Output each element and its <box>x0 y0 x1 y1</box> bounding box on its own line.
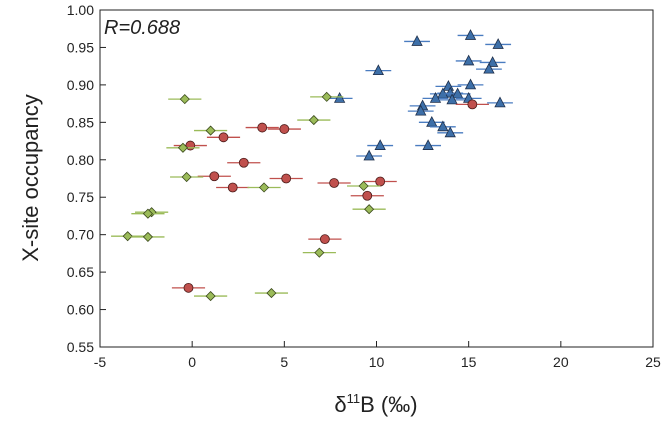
data-point-diamond <box>266 288 277 299</box>
x-axis-title-main: δ <box>334 392 346 417</box>
data-point-circle <box>185 140 196 151</box>
data-point-circle <box>467 99 478 110</box>
data-point-circle <box>319 234 330 245</box>
data-point-triangle <box>422 139 434 150</box>
data-point-triangle <box>437 120 449 132</box>
data-point-circle <box>279 124 290 134</box>
data-point-triangle <box>429 92 442 103</box>
data-point-circle <box>218 132 229 143</box>
x-tick-label: 20 <box>553 354 569 370</box>
x-tick-label: 25 <box>645 354 661 370</box>
data-point-diamond <box>181 171 192 183</box>
x-tick-label: 10 <box>369 354 385 370</box>
x-tick-label: -5 <box>94 354 107 370</box>
data-point-circle <box>329 178 340 188</box>
series-diamond <box>111 91 386 302</box>
data-point-circle <box>227 182 238 193</box>
data-point-diamond <box>179 94 190 105</box>
data-point-diamond <box>177 142 189 153</box>
data-marks <box>111 29 513 302</box>
data-point-triangle <box>492 38 504 49</box>
data-point-triangle <box>486 56 499 67</box>
data-point-circle <box>257 122 268 133</box>
data-point-triangle <box>411 35 423 46</box>
data-point-diamond <box>358 180 369 192</box>
data-point-circle <box>209 171 220 182</box>
y-tick-label: 0.85 <box>67 114 94 130</box>
y-tick-label: 1.00 <box>67 2 94 18</box>
data-point-diamond <box>122 231 133 242</box>
data-point-diamond <box>142 208 153 219</box>
data-point-circle <box>281 173 292 184</box>
data-point-triangle <box>372 64 385 76</box>
y-axis-title: X-site occupancy <box>18 94 43 262</box>
y-tick-label: 0.90 <box>67 77 94 93</box>
data-point-triangle <box>374 139 386 150</box>
x-axis-title-rest: B (‰) <box>360 392 417 417</box>
y-tick-label: 0.60 <box>67 302 94 318</box>
data-point-diamond <box>142 231 153 242</box>
data-point-triangle <box>464 29 477 40</box>
data-point-triangle <box>446 93 458 105</box>
data-point-circle <box>375 176 386 187</box>
data-point-circle <box>183 282 194 293</box>
x-axis-title-sup: 11 <box>347 391 361 406</box>
data-point-diamond <box>321 91 332 102</box>
data-point-triangle <box>444 126 456 138</box>
data-point-triangle <box>363 149 375 161</box>
y-tick-label: 0.75 <box>67 189 94 205</box>
data-point-triangle <box>464 78 477 90</box>
data-point-diamond <box>205 291 216 302</box>
data-point-triangle <box>333 92 346 103</box>
x-axis-title: δ11B (‰) <box>334 391 417 417</box>
data-point-diamond <box>314 247 325 258</box>
x-tick-label: 15 <box>461 354 477 370</box>
y-tick-label: 0.55 <box>67 339 94 355</box>
data-point-triangle <box>426 115 438 127</box>
data-point-triangle <box>494 96 506 108</box>
data-point-diamond <box>205 125 216 136</box>
y-tick-label: 0.80 <box>67 152 94 168</box>
x-tick-label: 5 <box>280 354 288 370</box>
data-point-circle <box>238 157 249 168</box>
axis-ticks: -5 0 5 10 15 20 25 0.55 0.60 0.65 0.70 0.75 0.80 0.85… <box>67 2 661 370</box>
x-tick-label: 0 <box>188 354 196 370</box>
data-point-diamond <box>258 182 270 193</box>
data-point-triangle <box>415 104 427 116</box>
y-tick-label: 0.95 <box>67 39 94 55</box>
data-point-triangle <box>463 54 475 66</box>
data-point-diamond <box>308 115 319 126</box>
data-point-triangle <box>483 62 495 74</box>
data-point-triangle <box>442 80 455 91</box>
y-tick-label: 0.65 <box>67 264 94 280</box>
series-circle <box>171 99 489 293</box>
data-point-circle <box>362 190 373 201</box>
series-triangle <box>326 29 513 161</box>
y-tick-label: 0.70 <box>67 227 94 243</box>
data-point-diamond <box>364 204 375 215</box>
r-annotation: R=0.688 <box>104 17 180 39</box>
